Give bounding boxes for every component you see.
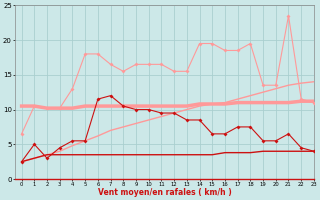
X-axis label: Vent moyen/en rafales ( km/h ): Vent moyen/en rafales ( km/h ) (98, 188, 231, 197)
